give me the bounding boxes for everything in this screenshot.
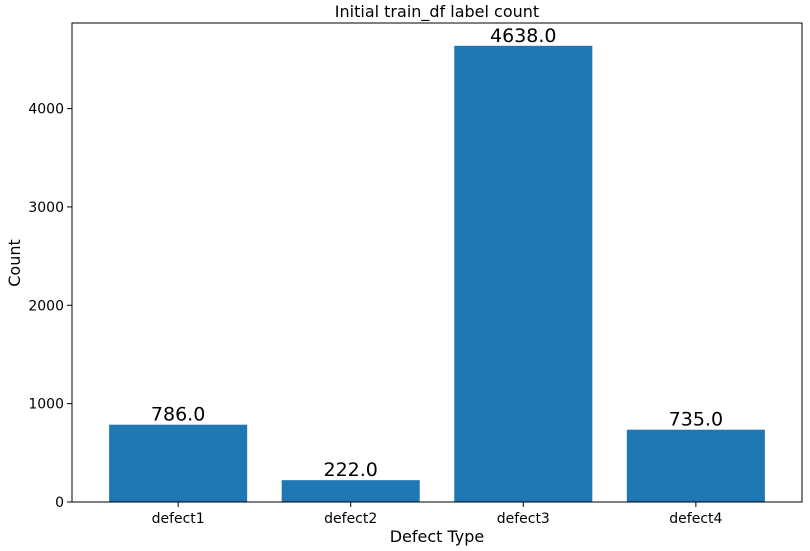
- plot-area: 786.0 222.0 4638.0 735.0: [109, 25, 765, 503]
- y-tick-label-3000: 3000: [28, 200, 64, 216]
- y-axis: 0 1000 2000 3000 4000: [28, 102, 72, 511]
- bar-defect1: [109, 424, 248, 502]
- plot-frame: [71, 22, 803, 503]
- y-tick-label-2000: 2000: [28, 298, 64, 314]
- y-tick-label-0: 0: [55, 495, 64, 511]
- data-label-defect4: 735.0: [669, 409, 723, 431]
- x-axis-label: Defect Type: [390, 527, 485, 546]
- x-axis: defect1 defect2 defect3 defect4: [152, 502, 723, 527]
- x-tick-label-defect3: defect3: [497, 511, 550, 527]
- data-label-defect1: 786.0: [151, 404, 205, 426]
- bar-defect4: [626, 429, 765, 502]
- data-label-defect3: 4638.0: [490, 25, 556, 47]
- y-tick-label-1000: 1000: [28, 397, 64, 413]
- x-tick-label-defect2: defect2: [324, 511, 377, 527]
- chart-title: Initial train_df label count: [335, 2, 539, 22]
- y-tick-label-4000: 4000: [28, 102, 64, 118]
- bar-defect2: [281, 480, 420, 502]
- y-axis-label: Count: [5, 239, 24, 287]
- data-label-defect2: 222.0: [324, 459, 378, 481]
- bar-defect3: [454, 45, 593, 503]
- x-tick-label-defect4: defect4: [669, 511, 722, 527]
- x-tick-label-defect1: defect1: [152, 511, 205, 527]
